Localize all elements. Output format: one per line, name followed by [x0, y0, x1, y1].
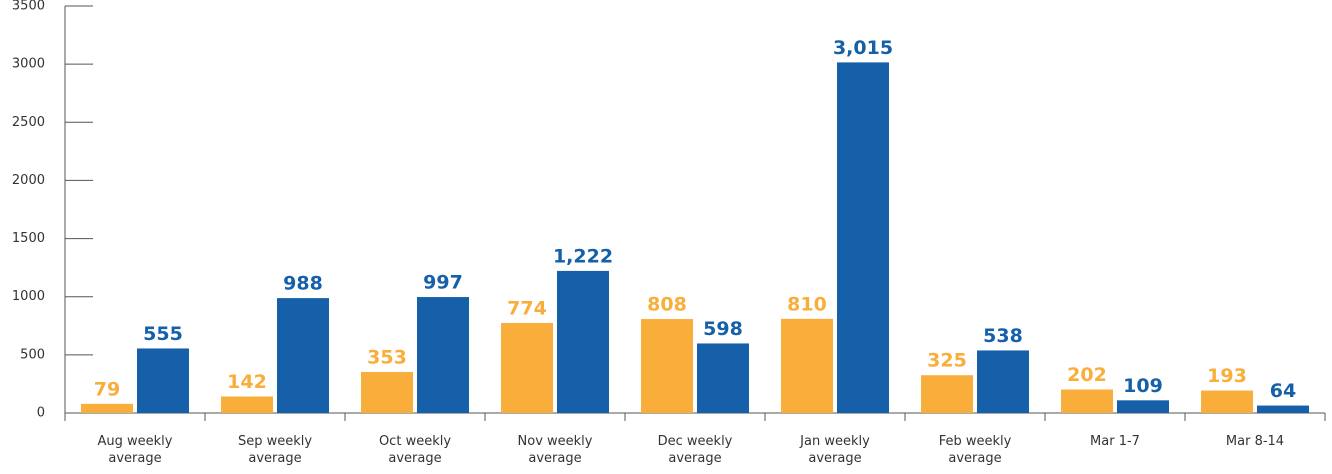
bar — [81, 403, 133, 413]
value-label: 810 — [787, 293, 827, 315]
bar — [1117, 400, 1169, 413]
value-label: 193 — [1207, 365, 1247, 387]
y-tick-label: 500 — [20, 347, 45, 362]
value-label: 79 — [94, 378, 120, 400]
value-label: 325 — [927, 350, 967, 372]
bar — [697, 343, 749, 413]
bar — [221, 396, 273, 413]
value-label: 538 — [983, 325, 1023, 347]
y-tick-label: 2000 — [12, 173, 45, 188]
bar — [1257, 405, 1309, 413]
value-label: 3,015 — [833, 37, 893, 59]
x-tick-label: Oct weekly average — [378, 434, 452, 466]
bar — [417, 297, 469, 413]
bar — [361, 371, 413, 413]
value-label: 142 — [227, 371, 267, 393]
x-tick-label: Nov weekly average — [517, 434, 593, 466]
value-label: 202 — [1067, 364, 1107, 386]
bar — [277, 298, 329, 413]
x-tick-label: Jan weekly average — [800, 434, 870, 466]
bar — [837, 62, 889, 414]
value-label: 997 — [423, 272, 463, 294]
x-tick-label: Dec weekly average — [657, 434, 733, 466]
bar — [137, 348, 189, 413]
y-tick-label: 3500 — [12, 0, 45, 14]
x-tick-label: Aug weekly average — [97, 434, 173, 466]
bar — [1201, 390, 1253, 413]
y-tick-label: 2500 — [12, 115, 45, 130]
x-tick-label: Mar 1-7 — [1090, 434, 1140, 449]
bar — [557, 270, 609, 413]
value-label: 988 — [283, 273, 323, 295]
value-label: 555 — [143, 323, 183, 345]
value-label: 64 — [1270, 380, 1296, 402]
bar — [977, 350, 1029, 413]
bar — [1061, 389, 1113, 413]
bar — [501, 322, 553, 413]
x-tick-label: Feb weekly average — [938, 434, 1012, 466]
y-tick-label: 1500 — [12, 231, 45, 246]
value-label: 808 — [647, 294, 687, 316]
x-tick-label: Sep weekly average — [237, 434, 313, 466]
bar — [781, 318, 833, 413]
value-label: 598 — [703, 318, 743, 340]
x-tick-label: Mar 8-14 — [1225, 434, 1285, 449]
y-tick-label: 3000 — [12, 57, 45, 72]
value-label: 353 — [367, 346, 407, 368]
y-tick-label: 1000 — [12, 289, 45, 304]
bar — [641, 319, 693, 413]
bar — [921, 375, 973, 413]
value-label: 109 — [1123, 375, 1163, 397]
y-tick-label: 0 — [37, 406, 45, 421]
value-label: 774 — [507, 297, 547, 319]
value-label: 1,222 — [553, 245, 613, 267]
